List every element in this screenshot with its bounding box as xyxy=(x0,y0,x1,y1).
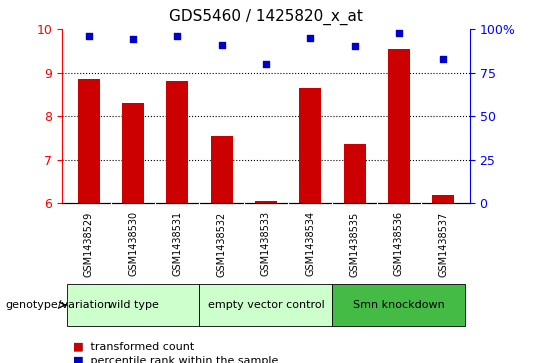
Text: ■  percentile rank within the sample: ■ percentile rank within the sample xyxy=(73,356,278,363)
Bar xyxy=(343,144,366,203)
Text: genotype/variation: genotype/variation xyxy=(5,300,111,310)
Text: empty vector control: empty vector control xyxy=(207,300,325,310)
Point xyxy=(350,44,359,49)
Title: GDS5460 / 1425820_x_at: GDS5460 / 1425820_x_at xyxy=(169,9,363,25)
Bar xyxy=(211,136,233,203)
Text: GSM1438532: GSM1438532 xyxy=(217,211,227,277)
Bar xyxy=(255,201,277,203)
Text: GSM1438534: GSM1438534 xyxy=(305,211,315,276)
Text: GSM1438529: GSM1438529 xyxy=(84,211,93,277)
Point xyxy=(395,30,403,36)
Text: GSM1438530: GSM1438530 xyxy=(128,211,138,276)
Text: ■: ■ xyxy=(73,356,83,363)
Bar xyxy=(388,49,410,203)
Text: GSM1438536: GSM1438536 xyxy=(394,211,404,276)
Point xyxy=(306,35,315,41)
Bar xyxy=(122,103,144,203)
Point xyxy=(262,61,271,67)
Point xyxy=(84,33,93,39)
Bar xyxy=(199,284,333,326)
Point xyxy=(173,33,181,39)
Bar xyxy=(66,284,199,326)
Bar xyxy=(78,79,100,203)
Bar xyxy=(432,195,454,203)
Bar xyxy=(166,81,188,203)
Text: GSM1438531: GSM1438531 xyxy=(172,211,183,276)
Bar xyxy=(333,284,465,326)
Point xyxy=(439,56,448,62)
Bar xyxy=(299,88,321,203)
Text: ■: ■ xyxy=(73,341,83,351)
Point xyxy=(129,37,137,42)
Text: Smn knockdown: Smn knockdown xyxy=(353,300,445,310)
Text: wild type: wild type xyxy=(107,300,158,310)
Text: GSM1438535: GSM1438535 xyxy=(349,211,360,277)
Text: GSM1438537: GSM1438537 xyxy=(438,211,448,277)
Text: ■  transformed count: ■ transformed count xyxy=(73,341,194,351)
Point xyxy=(217,42,226,48)
Text: GSM1438533: GSM1438533 xyxy=(261,211,271,276)
